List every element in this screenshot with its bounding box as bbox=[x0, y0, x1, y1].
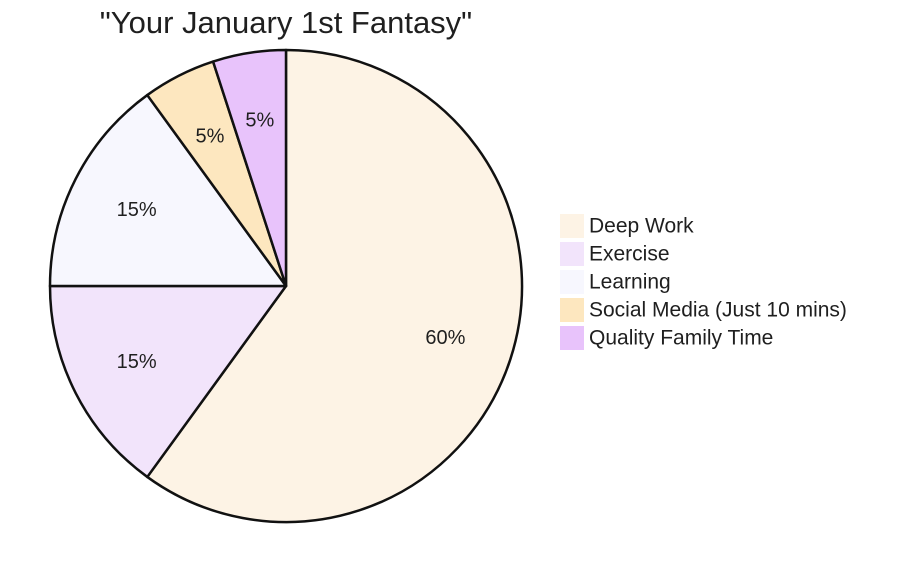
legend-swatch-exercise bbox=[560, 242, 584, 266]
legend-label-learning: Learning bbox=[589, 271, 671, 294]
slice-label-learning: 15% bbox=[117, 199, 157, 221]
pie-slice-learning bbox=[48, 93, 288, 288]
legend-swatch-learning bbox=[560, 270, 584, 294]
slice-label-deep-work: 60% bbox=[425, 327, 465, 349]
legend-swatch-deep-work bbox=[560, 214, 584, 238]
chart-title: "Your January 1st Fantasy" bbox=[100, 5, 472, 40]
legend-swatch-quality-family-time bbox=[560, 326, 584, 350]
slice-labels: 60% 15% 15% 5% 5% bbox=[117, 110, 466, 374]
legend-label-exercise: Exercise bbox=[589, 243, 670, 266]
slice-label-quality-family-time: 5% bbox=[245, 110, 274, 132]
legend-label-quality-family-time: Quality Family Time bbox=[589, 327, 773, 350]
legend: Deep Work Exercise Learning Social Media (J… bbox=[560, 214, 847, 350]
pie-slice-exercise bbox=[48, 284, 288, 479]
pie-slice-quality-family-time bbox=[211, 48, 288, 288]
slice-label-social-media-just-10-mins: 5% bbox=[195, 126, 224, 148]
slice-label-exercise: 15% bbox=[117, 351, 157, 373]
legend-swatch-social-media-just-10-mins bbox=[560, 298, 584, 322]
legend-label-social-media-just-10-mins: Social Media (Just 10 mins) bbox=[589, 299, 847, 322]
legend-label-deep-work: Deep Work bbox=[589, 215, 694, 238]
pie-slice-deep-work bbox=[146, 48, 524, 524]
pie-slices bbox=[48, 48, 524, 524]
